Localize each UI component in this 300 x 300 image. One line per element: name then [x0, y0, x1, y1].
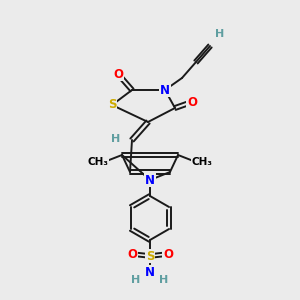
Text: O: O — [163, 248, 173, 260]
Text: O: O — [127, 248, 137, 260]
Text: N: N — [145, 266, 155, 278]
Text: H: H — [215, 29, 225, 39]
Text: S: S — [146, 250, 154, 262]
Text: CH₃: CH₃ — [191, 157, 212, 167]
Text: S: S — [108, 98, 116, 112]
Text: N: N — [145, 173, 155, 187]
Text: O: O — [113, 68, 123, 80]
Text: O: O — [187, 95, 197, 109]
Text: N: N — [160, 83, 170, 97]
Text: H: H — [159, 275, 169, 285]
Text: H: H — [111, 134, 121, 144]
Text: CH₃: CH₃ — [88, 157, 109, 167]
Text: H: H — [131, 275, 141, 285]
